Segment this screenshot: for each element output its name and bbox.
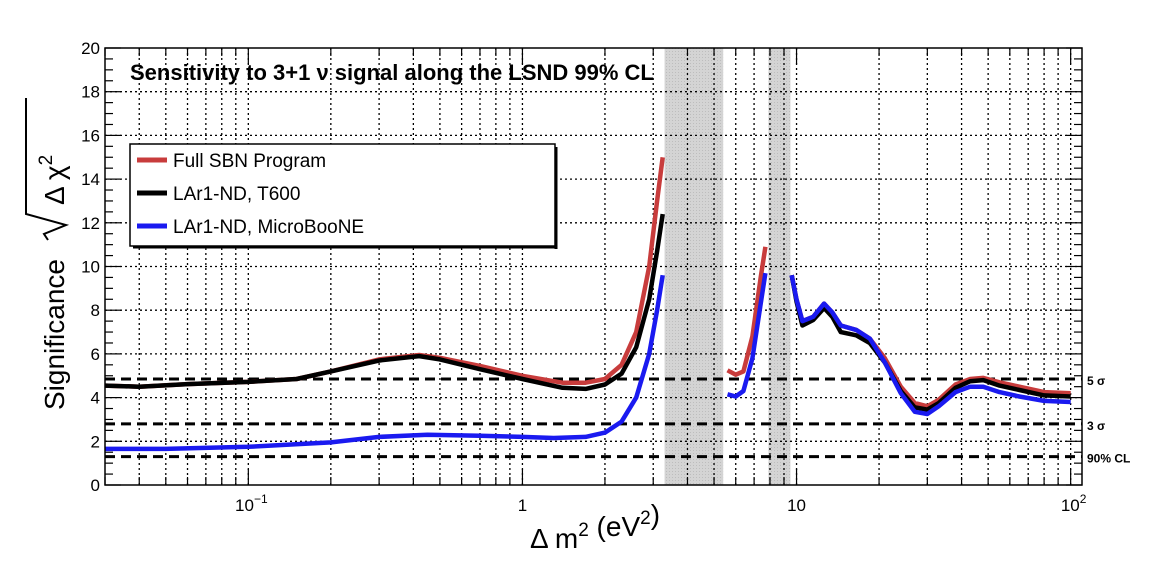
excluded-band	[664, 48, 724, 485]
legend-label: LAr1-ND, T600	[173, 184, 300, 205]
excluded-band	[768, 48, 791, 485]
series-line	[105, 274, 665, 452]
y-tick-label: 4	[91, 389, 100, 408]
y-tick-label: 16	[81, 126, 100, 145]
data-series	[104, 157, 1071, 452]
legend-label: Full SBN Program	[173, 151, 326, 172]
series-line	[789, 274, 1071, 417]
x-axis-label: Δ m2 (eV2)	[530, 499, 660, 554]
legend: Full SBN Program LAr1-ND, T600 LAr1-ND, Mi…	[129, 143, 558, 249]
x-tick-label: 102	[1061, 492, 1087, 515]
y-tick-label: 2	[91, 432, 100, 451]
y-axis-label-radicand: Δ χ2	[36, 155, 70, 205]
reference-line-label: 5 σ	[1087, 374, 1105, 388]
y-tick-label: 0	[91, 476, 100, 495]
legend-box	[129, 143, 556, 247]
y-tick-label: 14	[81, 170, 100, 189]
grid-lines	[105, 48, 1082, 485]
x-tick-label: 1	[518, 496, 527, 515]
series-line	[726, 272, 768, 399]
legend-label: LAr1-ND, MicroBooNE	[173, 217, 364, 238]
y-tick-label: 10	[81, 258, 100, 277]
x-tick-label: 10	[787, 496, 806, 515]
axis-ticks	[104, 47, 1082, 486]
series-line	[726, 246, 768, 377]
tick-labels: 0 2 4 6 8 10 12 14 16 18 20 10−1 1 10 102	[81, 39, 1087, 515]
y-tick-label: 12	[81, 214, 100, 233]
series-line	[104, 213, 665, 392]
y-axis-label-text: Significance	[39, 259, 70, 410]
sqrt-icon	[25, 98, 70, 241]
y-axis-label: Significance Δ χ2	[25, 98, 70, 410]
chart-title: Sensitivity to 3+1 ν signal along the LS…	[130, 60, 654, 85]
reference-line-label: 3 σ	[1087, 419, 1105, 433]
x-tick-label: 10−1	[235, 492, 268, 515]
y-tick-label: 18	[81, 83, 100, 102]
series-line	[789, 274, 1071, 409]
y-axis-label-group: Significance Δ χ2	[25, 98, 70, 410]
excluded-bands	[664, 48, 791, 485]
reference-line-label: 90% CL	[1087, 452, 1130, 466]
y-tick-label: 8	[91, 301, 100, 320]
y-tick-label: 20	[81, 39, 100, 58]
y-tick-label: 6	[91, 345, 100, 364]
